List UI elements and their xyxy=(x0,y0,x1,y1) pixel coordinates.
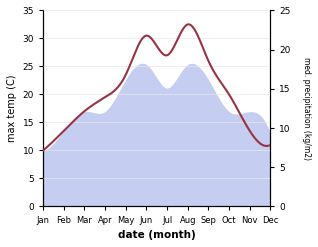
Y-axis label: med. precipitation (kg/m2): med. precipitation (kg/m2) xyxy=(302,57,311,160)
Y-axis label: max temp (C): max temp (C) xyxy=(7,75,17,142)
X-axis label: date (month): date (month) xyxy=(118,230,196,240)
